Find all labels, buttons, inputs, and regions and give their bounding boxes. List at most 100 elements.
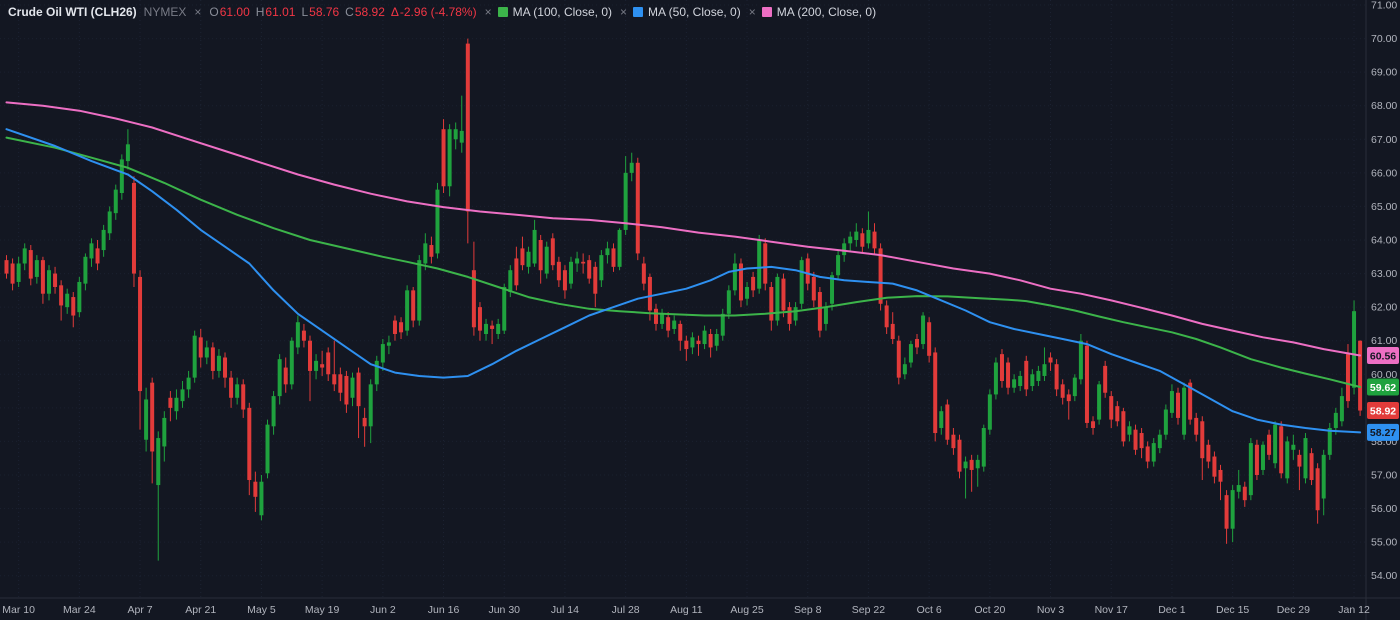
candle-body: [993, 362, 998, 395]
candle-body: [1188, 382, 1193, 420]
candle-body: [647, 276, 652, 311]
change-value: -2.96 (-4.78%): [399, 5, 477, 19]
candle-body: [223, 357, 228, 378]
candle-body: [1133, 429, 1138, 450]
candle-body: [981, 427, 986, 467]
candle-body: [22, 248, 27, 264]
time-axis-label: Aug 25: [730, 604, 763, 616]
candle-body: [368, 384, 373, 427]
candle-body: [660, 313, 665, 324]
chart-legend: Crude Oil WTI (CLH26) NYMEX × O 61.00 H 61…: [8, 4, 876, 20]
candle-body: [241, 384, 246, 410]
candle-body: [987, 394, 992, 430]
candle-body: [113, 189, 118, 214]
time-axis-label: May 5: [247, 604, 276, 616]
symbol-close-icon[interactable]: ×: [194, 5, 202, 19]
ma100-price-tag-value: 59.62: [1370, 382, 1396, 394]
price-axis-label: 56.00: [1371, 503, 1397, 515]
time-axis-label: Jun 16: [428, 604, 460, 616]
candle-body: [1242, 486, 1247, 501]
candle-body: [53, 273, 58, 287]
candle-body: [854, 231, 859, 240]
candle-body: [1097, 384, 1102, 420]
candle-body: [708, 333, 713, 348]
candle-body: [690, 337, 695, 348]
candle-body: [1309, 453, 1314, 481]
indicator-legend-ma200[interactable]: × MA (200, Close, 0): [748, 4, 876, 20]
ma100-price-tag-bg: [1367, 378, 1399, 396]
candle-body: [162, 417, 167, 447]
time-axis-label: Apr 21: [185, 604, 216, 616]
candle-body: [1030, 374, 1035, 387]
candle-body: [417, 260, 422, 321]
candle-body: [611, 248, 616, 267]
remove-indicator-icon[interactable]: ×: [748, 5, 756, 19]
time-axis-label: Oct 20: [974, 604, 1005, 616]
price-axis-label: 61.00: [1371, 335, 1397, 347]
candle-body: [1176, 392, 1181, 418]
candle-body: [338, 374, 343, 393]
candle-body: [1084, 345, 1089, 423]
ma50-label: MA (50, Close, 0): [648, 5, 741, 19]
ma200-swatch: [761, 7, 772, 17]
candle-body: [1078, 340, 1083, 380]
candle-body: [963, 461, 968, 469]
candle-body: [532, 229, 537, 264]
candle-body: [769, 286, 774, 321]
candle-body: [848, 236, 853, 244]
ma100-label: MA (100, Close, 0): [512, 5, 612, 19]
ma200-price-tag-bg: [1367, 346, 1399, 364]
candle-body: [180, 389, 185, 402]
candle-body: [1103, 365, 1108, 393]
price-axis-label: 62.00: [1371, 302, 1397, 314]
open-label: O: [209, 5, 219, 19]
indicator-legend-ma50[interactable]: × MA (50, Close, 0): [619, 4, 741, 20]
time-axis[interactable]: Mar 10 Mar 24 Apr 7 Apr 21 May 5 May 19 Jun 2 J…: [2, 604, 1370, 616]
time-axis-label: Oct 6: [917, 604, 942, 616]
candle-body: [1230, 490, 1235, 529]
price-axis-label: 65.00: [1371, 201, 1397, 213]
candle-body: [34, 260, 39, 277]
time-axis-label: Jan 12: [1338, 604, 1370, 616]
candle-body: [1218, 469, 1223, 482]
candle-body: [817, 292, 822, 331]
candle-body: [575, 258, 580, 264]
symbol-title[interactable]: Crude Oil WTI (CLH26): [8, 5, 137, 19]
remove-indicator-icon[interactable]: ×: [619, 5, 627, 19]
candle-body: [1297, 454, 1302, 467]
candle-body: [356, 372, 361, 407]
candle-body: [1163, 409, 1168, 435]
candle-body: [508, 270, 513, 293]
candle-body: [277, 359, 282, 397]
candle-body: [362, 417, 367, 427]
candle-body: [1212, 456, 1217, 477]
candle-body: [1054, 364, 1059, 390]
candle-body: [726, 290, 731, 314]
candle-body: [860, 233, 865, 247]
candle-body: [562, 270, 567, 291]
candle-body: [866, 229, 871, 244]
remove-indicator-icon[interactable]: ×: [484, 5, 492, 19]
candle-body: [745, 286, 750, 299]
candle-body: [471, 270, 476, 328]
indicator-legend-ma100[interactable]: × MA (100, Close, 0): [484, 4, 612, 20]
candle-body: [908, 344, 913, 363]
candle-body: [1315, 468, 1320, 511]
candle-body: [1036, 370, 1041, 381]
candle-body: [1012, 379, 1017, 388]
delta-icon: Δ: [390, 5, 399, 19]
time-axis-label: Nov 3: [1037, 604, 1065, 616]
candle-body: [587, 260, 592, 279]
candle-body: [526, 251, 531, 267]
candle-body: [28, 250, 33, 279]
price-axis-label: 70.00: [1371, 33, 1397, 45]
price-axis[interactable]: 71.00 70.00 69.00 68.00 67.00 66.00 65.00 64.00…: [1371, 0, 1397, 582]
low-value: 58.76: [309, 5, 340, 19]
candle-body: [1006, 362, 1011, 388]
price-axis-label: 63.00: [1371, 268, 1397, 280]
ma200-price-tag: 60.56: [1367, 346, 1399, 364]
candle-body: [459, 130, 464, 143]
time-axis-label: Dec 1: [1158, 604, 1186, 616]
candle-body: [10, 263, 15, 284]
